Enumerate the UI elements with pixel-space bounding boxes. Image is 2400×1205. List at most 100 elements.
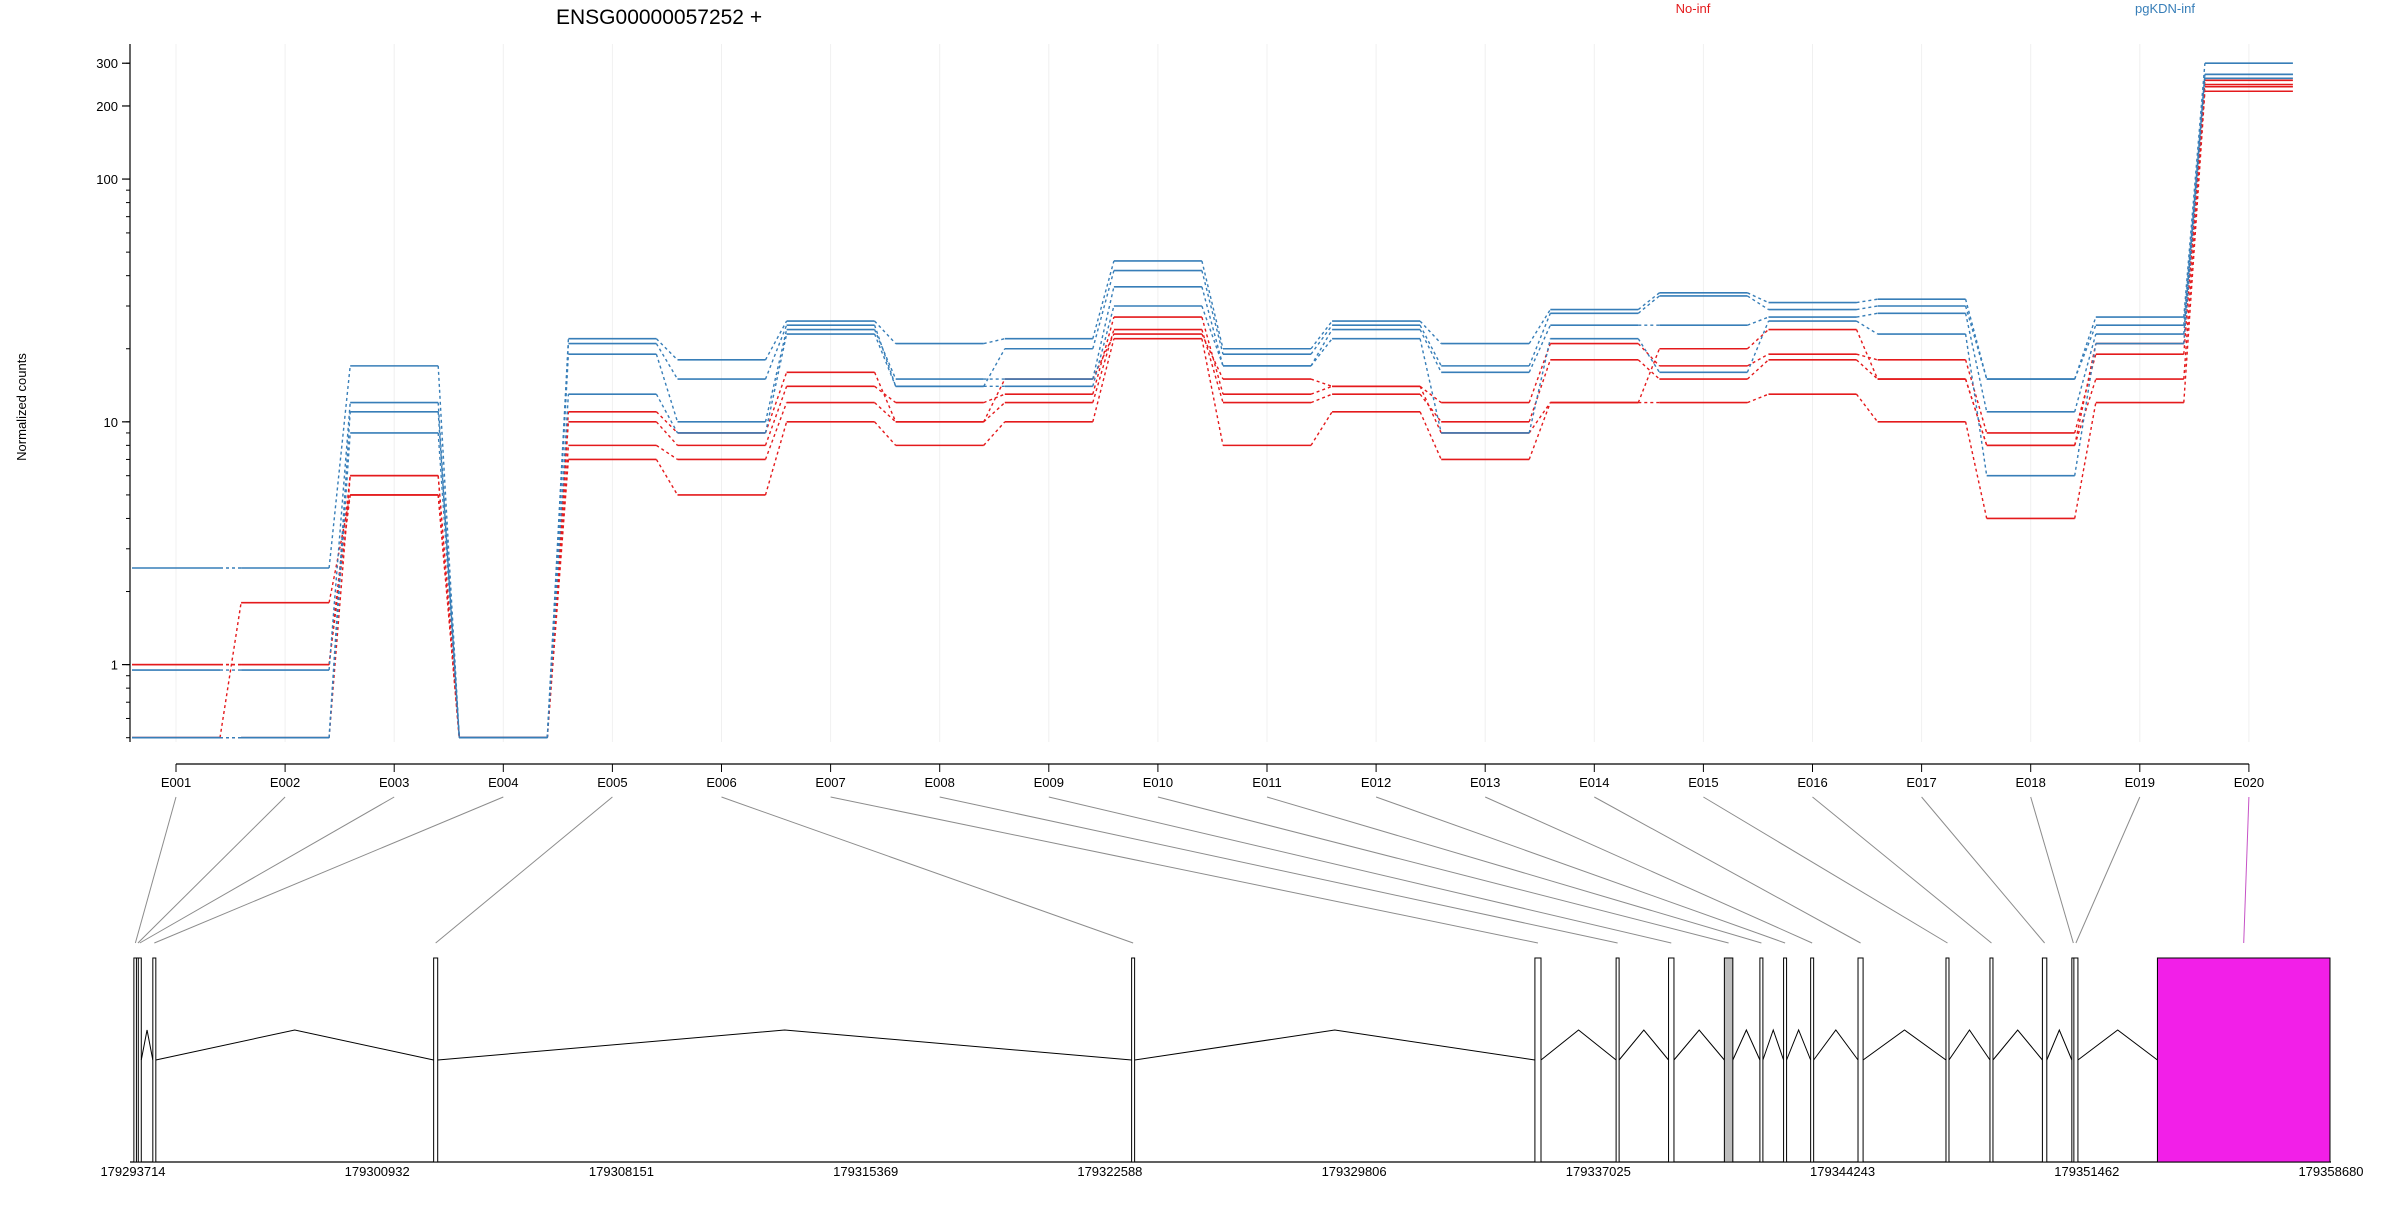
legend-label-no-inf: No-inf bbox=[1676, 1, 1711, 16]
series-line-8 bbox=[132, 77, 2293, 739]
series-connector bbox=[1419, 385, 1442, 404]
series-connector bbox=[1964, 313, 1988, 412]
exon-box-e013 bbox=[1810, 957, 1815, 1163]
series-connector bbox=[873, 372, 897, 423]
series-connector bbox=[437, 432, 460, 738]
intron-connector bbox=[140, 1029, 154, 1061]
exon-box-e012 bbox=[1783, 957, 1788, 1163]
series-connector bbox=[546, 394, 570, 738]
intron-connector bbox=[1786, 1028, 1812, 1061]
x-tick-label-e006: E006 bbox=[706, 775, 736, 790]
genomic-coordinate-label: 179308151 bbox=[589, 1164, 654, 1179]
series-connector bbox=[1637, 343, 1660, 367]
series-line-6 bbox=[132, 73, 2293, 739]
gene-model-track: 179293714 179300932 179308151 179315369 1793… bbox=[100, 796, 2364, 1179]
genomic-coordinate-label: 179358680 bbox=[2298, 1164, 2363, 1179]
series-connector bbox=[1856, 353, 1878, 361]
series-connector bbox=[437, 402, 460, 738]
series-connector bbox=[1419, 411, 1442, 460]
series-connector bbox=[2074, 333, 2097, 412]
series-connector bbox=[873, 329, 897, 380]
series-connector bbox=[983, 393, 1006, 404]
x-tick-label-e001: E001 bbox=[161, 775, 191, 790]
exon-box-e017 bbox=[2041, 957, 2048, 1163]
exon-label-connector-e007 bbox=[830, 796, 1539, 944]
x-tick-label-e018: E018 bbox=[2016, 775, 2046, 790]
series-connector bbox=[1092, 316, 1115, 395]
exon-box-e014 bbox=[1857, 957, 1864, 1163]
series-connector bbox=[2183, 74, 2206, 335]
series-connector bbox=[764, 402, 788, 460]
series-connector bbox=[437, 475, 460, 738]
series-connector bbox=[1964, 421, 1988, 519]
exon-label-connector-e017 bbox=[1921, 796, 2045, 944]
series-connector bbox=[1637, 292, 1660, 311]
exon-label-connector-e003 bbox=[139, 796, 395, 944]
series-connector bbox=[1747, 353, 1769, 367]
series-connector bbox=[1528, 313, 1551, 367]
intron-connector bbox=[1673, 1029, 1725, 1061]
exon-label-connector-e009 bbox=[1048, 796, 1672, 944]
exon-box-e011 bbox=[1759, 957, 1764, 1163]
exon-box-e016 bbox=[1989, 957, 1994, 1163]
series-connector bbox=[437, 365, 460, 738]
intron-connector bbox=[1813, 1029, 1859, 1061]
series-connector bbox=[1856, 305, 1878, 311]
exon-label-connector-e015 bbox=[1703, 796, 1948, 944]
series-connector bbox=[764, 372, 788, 434]
series-connector bbox=[1964, 299, 1988, 380]
series-connector bbox=[1419, 338, 1442, 434]
series-line-3 bbox=[132, 79, 2293, 739]
x-tick-label-e017: E017 bbox=[1906, 775, 1936, 790]
exon-box-e008 bbox=[1615, 957, 1620, 1163]
chart-title: ENSG00000057252 + bbox=[556, 6, 762, 29]
series-connector bbox=[764, 320, 788, 361]
series-connector bbox=[1856, 298, 1878, 304]
genomic-coordinate-label: 179293714 bbox=[100, 1164, 165, 1179]
intron-connector bbox=[1540, 1029, 1617, 1061]
series-connector bbox=[983, 421, 1006, 446]
exon-label-connector-e016 bbox=[1812, 796, 1992, 944]
series-connector bbox=[983, 348, 1006, 387]
exon-box-e019 bbox=[2073, 957, 2079, 1163]
genomic-coordinate-label: 179351462 bbox=[2054, 1164, 2119, 1179]
series-connector bbox=[328, 432, 351, 738]
exon-label-connector-e006 bbox=[721, 796, 1134, 944]
series-connector bbox=[1201, 286, 1224, 367]
intron-connector bbox=[2077, 1029, 2158, 1061]
x-tick-label-e008: E008 bbox=[925, 775, 955, 790]
y-axis-label: Normalized counts bbox=[14, 353, 29, 461]
series-connector bbox=[2074, 343, 2097, 446]
y-tick-label: 200 bbox=[96, 99, 118, 114]
exon-box-e009 bbox=[1668, 957, 1675, 1163]
y-tick-label: 300 bbox=[96, 56, 118, 71]
series-line-4 bbox=[132, 85, 2293, 739]
series-connector bbox=[655, 393, 679, 434]
series-connector bbox=[2074, 378, 2097, 446]
x-tick-label-e009: E009 bbox=[1034, 775, 1064, 790]
series-connector bbox=[2074, 324, 2097, 380]
series-connector bbox=[1092, 260, 1115, 339]
series-connector bbox=[655, 338, 678, 361]
series-connector bbox=[2074, 402, 2097, 519]
series-connector bbox=[1528, 343, 1551, 403]
x-tick-label-e005: E005 bbox=[597, 775, 627, 790]
x-tick-label-e020: E020 bbox=[2234, 775, 2264, 790]
series-connector bbox=[1310, 338, 1333, 367]
series-connector bbox=[1528, 309, 1551, 344]
series-connector bbox=[1746, 359, 1769, 380]
series-connector bbox=[437, 494, 460, 738]
series-line-5 bbox=[132, 62, 2293, 739]
series-connector bbox=[764, 421, 788, 496]
series-connector bbox=[1310, 378, 1333, 388]
x-tick-label-e004: E004 bbox=[488, 775, 518, 790]
genomic-coordinate-label: 179322588 bbox=[1077, 1164, 1142, 1179]
series-connector bbox=[874, 421, 897, 446]
x-tick-label-e002: E002 bbox=[270, 775, 300, 790]
series-line-1 bbox=[132, 90, 2293, 739]
series-connector bbox=[1747, 295, 1769, 311]
series-connector bbox=[764, 386, 788, 446]
series-connector bbox=[1310, 411, 1333, 446]
y-tick-label: 10 bbox=[104, 415, 118, 430]
series-connector bbox=[546, 343, 570, 738]
